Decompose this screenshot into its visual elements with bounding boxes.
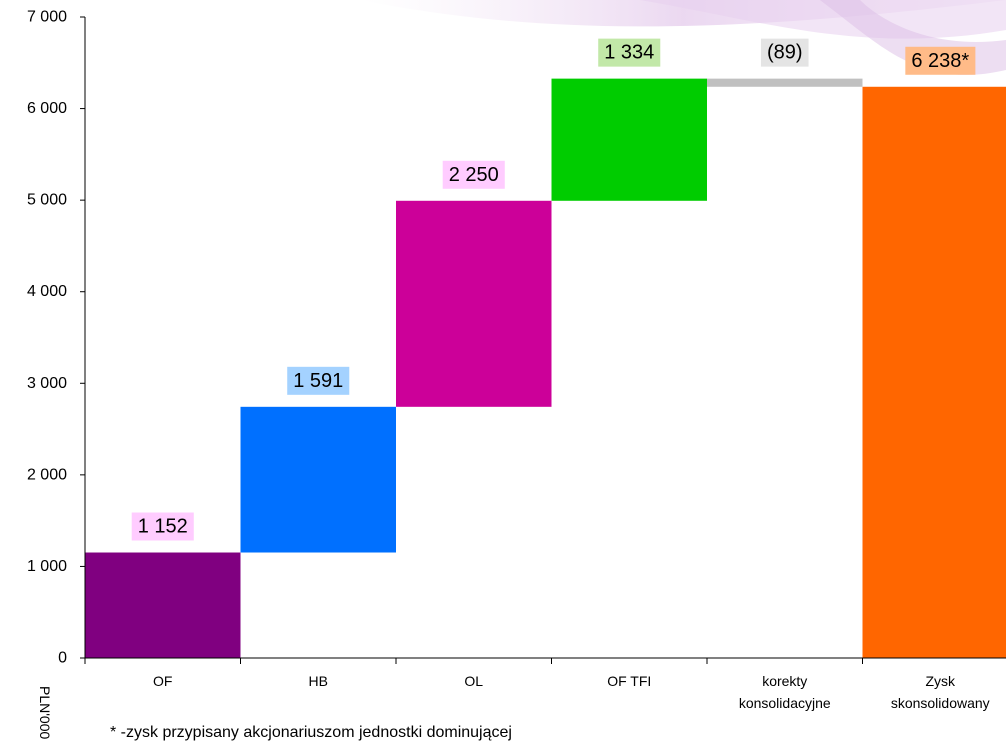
bar-4: [551, 78, 707, 201]
footnote: * -zysk przypisany akcjonariuszom jednos…: [110, 724, 512, 741]
y-tick-label: 5 000: [27, 192, 67, 209]
data-label-bg-6: [905, 46, 976, 75]
x-category-label: OF: [153, 673, 172, 689]
bar-5: [707, 78, 863, 87]
data-label-bg-1: [131, 512, 194, 541]
y-tick-label: 2 000: [27, 466, 67, 483]
x-category-label: Zysk skonsolidowany: [891, 673, 990, 711]
data-label-5: (89): [767, 42, 803, 64]
y-tick-label: 0: [58, 650, 67, 667]
bar-1: [85, 552, 241, 658]
bars: [85, 78, 1006, 659]
data-label-3: 2 250: [449, 164, 499, 186]
bar-3: [396, 200, 552, 407]
x-category-label: OL: [464, 673, 483, 689]
x-category-label: OF TFI: [607, 673, 651, 689]
data-label-1: 1 152: [138, 516, 188, 538]
data-label-bg-4: [598, 38, 661, 67]
y-axis-title: PLN'000: [37, 686, 53, 739]
data-label-bg-3: [442, 160, 505, 189]
bar-6: [862, 86, 1006, 659]
data-label-6: 6 238*: [911, 50, 969, 72]
y-tick-label: 6 000: [27, 100, 67, 117]
data-label-bg-5: [760, 38, 809, 67]
axes: 0 1 000 2 000 3 000 4 000 5 000 6 000 7 000 OF HB…: [27, 9, 1006, 711]
data-label-bg-2: [287, 366, 350, 395]
y-tick-label: 7 000: [27, 9, 67, 26]
bar-2: [240, 406, 396, 553]
y-tick-label: 4 000: [27, 283, 67, 300]
x-category-label: korekty konsolidacyjne: [739, 673, 831, 711]
y-tick-label: 3 000: [27, 375, 67, 392]
data-label-4: 1 334: [604, 42, 654, 64]
y-tick-label: 1 000: [27, 558, 67, 575]
x-category-label: HB: [309, 673, 328, 689]
data-label-2: 1 591: [293, 370, 343, 392]
data-labels: 1 152 1 591 2 250 1 334 (89) 6 238*: [131, 38, 976, 541]
